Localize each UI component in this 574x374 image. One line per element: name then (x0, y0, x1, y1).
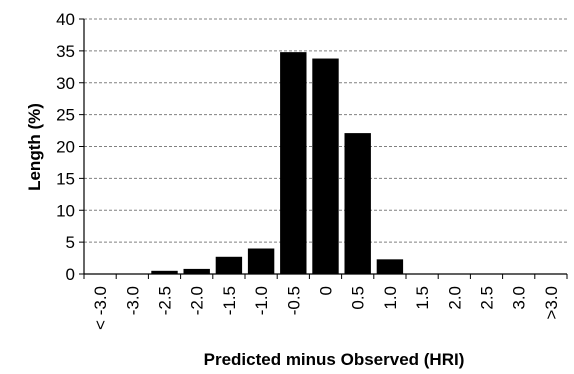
y-tick-labels: 0 5 10 15 20 25 30 35 40 (56, 10, 84, 284)
x-tick-label: -3.0 (123, 286, 142, 315)
x-tick-label: -2.0 (188, 286, 207, 315)
bars (151, 52, 404, 275)
x-tick-label: 0.5 (349, 286, 368, 310)
y-tick-label: 5 (66, 233, 75, 252)
x-tick-labels: < -3.0 -3.0 -2.5 -2.0 -1.5 -1.0 -0.5 0 0.5 1.0 1.5… (83, 274, 568, 330)
x-tick-label: 0 (317, 286, 336, 295)
x-tick-label: 1.5 (413, 286, 432, 310)
bar (280, 52, 307, 275)
x-tick-label: 2.5 (478, 286, 497, 310)
x-tick-label: 2.0 (445, 286, 464, 310)
bar (344, 133, 371, 274)
bar (215, 256, 243, 274)
x-tick-label: -2.5 (156, 286, 175, 315)
x-tick-label: >3.0 (542, 286, 561, 320)
bar (183, 268, 210, 274)
x-tick-label: 1.0 (381, 286, 400, 310)
bar (376, 259, 404, 274)
y-tick-label: 40 (56, 10, 75, 29)
y-tick-label: 10 (56, 201, 75, 220)
bar (151, 270, 178, 274)
x-tick-label: -0.5 (284, 286, 303, 315)
y-tick-label: 30 (56, 74, 75, 93)
y-tick-label: 25 (56, 106, 75, 125)
y-tick-label: 20 (56, 138, 75, 157)
x-tick-label: < -3.0 (91, 286, 110, 330)
x-tick-label: 3.0 (510, 286, 529, 310)
bar (312, 58, 339, 275)
y-tick-label: 35 (56, 42, 75, 61)
y-axis-title: Length (%) (25, 103, 44, 191)
x-axis-title: Predicted minus Observed (HRI) (204, 350, 465, 369)
x-tick-label: -1.5 (220, 286, 239, 315)
y-tick-label: 15 (56, 169, 75, 188)
y-tick-label: 0 (66, 265, 75, 284)
bar (247, 248, 275, 274)
x-tick-label: -1.0 (252, 286, 271, 315)
